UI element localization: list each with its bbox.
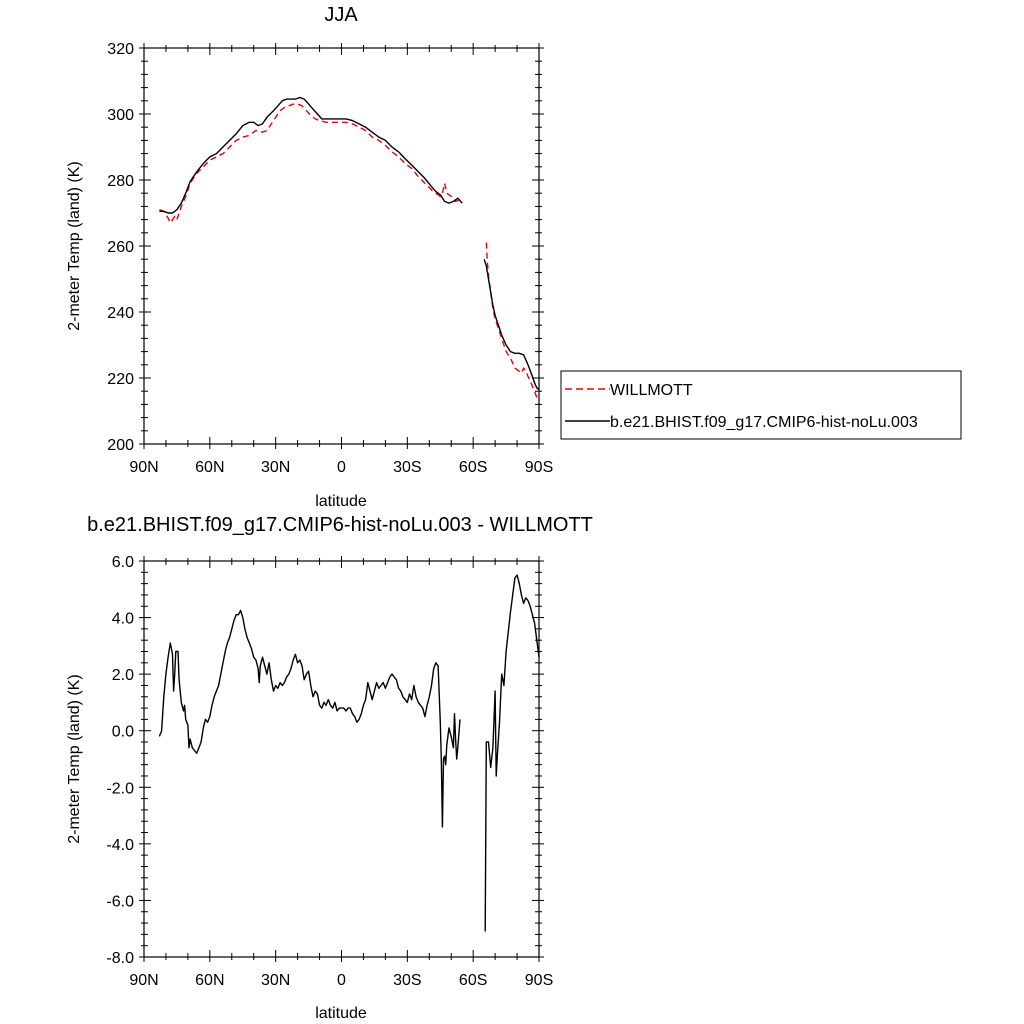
legend-label-willmott: WILLMOTT bbox=[610, 382, 693, 399]
chart-bottom-x-axis-title: latitude bbox=[315, 1005, 367, 1022]
chart-top-x-axis-title: latitude bbox=[315, 493, 367, 510]
x-tick-label: 30S bbox=[393, 972, 421, 989]
chart-bottom-y-ticks bbox=[139, 560, 544, 958]
series-line-0-segment-1 bbox=[484, 574, 540, 932]
y-tick-label: 320 bbox=[107, 41, 134, 58]
chart-bottom-plot-area bbox=[139, 556, 544, 962]
y-tick-label: 280 bbox=[107, 173, 134, 190]
x-tick-label: 30N bbox=[261, 459, 290, 476]
y-tick-label: -4.0 bbox=[106, 837, 134, 854]
series-line-1-segment-1 bbox=[483, 258, 540, 391]
y-tick-label: 0.0 bbox=[112, 724, 134, 741]
x-tick-label: 30S bbox=[393, 459, 421, 476]
y-tick-label: 240 bbox=[107, 305, 134, 322]
chart-bottom: b.e21.BHIST.f09_g17.CMIP6-hist-noLu.003 … bbox=[66, 514, 593, 1022]
x-tick-label: 0 bbox=[337, 459, 346, 476]
x-tick-label: 60S bbox=[459, 459, 487, 476]
chart-top-plot-area bbox=[139, 43, 544, 449]
x-tick-label: 30N bbox=[261, 972, 290, 989]
x-tick-label: 90S bbox=[525, 972, 553, 989]
y-tick-label: 260 bbox=[107, 239, 134, 256]
series-line-0-segment-0 bbox=[158, 609, 461, 828]
x-tick-label: 60S bbox=[459, 972, 487, 989]
chart-top-y-ticks bbox=[139, 47, 544, 445]
y-tick-label: 2.0 bbox=[112, 667, 134, 684]
y-tick-label: 6.0 bbox=[112, 554, 134, 571]
chart-top-lines bbox=[159, 96, 540, 399]
series-line-1-segment-0 bbox=[159, 96, 463, 214]
chart-bottom-lines bbox=[158, 574, 540, 932]
y-tick-label: -8.0 bbox=[106, 950, 134, 967]
chart-top-frame bbox=[143, 47, 540, 445]
chart-top-y-axis-title: 2-meter Temp (land) (K) bbox=[66, 161, 83, 331]
x-tick-label: 90S bbox=[525, 459, 553, 476]
y-tick-label: 200 bbox=[107, 437, 134, 454]
x-tick-label: 90N bbox=[129, 459, 158, 476]
series-line-0-segment-0 bbox=[159, 103, 463, 224]
chart-top-y-tick-labels: 200 220 240 260 280 300 320 bbox=[107, 41, 134, 454]
chart-top: JJA 200 220 240 260 280 300 320 90N 60N 30N 0 30S 6… bbox=[66, 4, 962, 510]
chart-bottom-title: b.e21.BHIST.f09_g17.CMIP6-hist-noLu.003 … bbox=[87, 514, 593, 536]
y-tick-label: 300 bbox=[107, 107, 134, 124]
legend-box bbox=[560, 370, 962, 440]
x-tick-label: 60N bbox=[195, 972, 224, 989]
chart-bottom-frame bbox=[143, 560, 540, 958]
chart-top-x-tick-labels: 90N 60N 30N 0 30S 60S 90S bbox=[129, 459, 553, 476]
chart-bottom-y-tick-labels: -8.0 -6.0 -4.0 -2.0 0.0 2.0 4.0 6.0 bbox=[106, 554, 134, 967]
x-tick-label: 0 bbox=[337, 972, 346, 989]
x-tick-label: 90N bbox=[129, 972, 158, 989]
chart-bottom-y-axis-title: 2-meter Temp (land) (K) bbox=[66, 674, 83, 844]
y-tick-label: 4.0 bbox=[112, 611, 134, 628]
legend-label-model: b.e21.BHIST.f09_g17.CMIP6-hist-noLu.003 bbox=[610, 414, 918, 431]
chart-top-title: JJA bbox=[324, 4, 358, 26]
chart-bottom-x-ticks bbox=[143, 556, 540, 962]
y-tick-label: -6.0 bbox=[106, 893, 134, 910]
chart-top-legend: WILLMOTT b.e21.BHIST.f09_g17.CMIP6-hist-… bbox=[560, 370, 962, 440]
y-tick-label: -2.0 bbox=[106, 780, 134, 797]
chart-bottom-x-tick-labels: 90N 60N 30N 0 30S 60S 90S bbox=[129, 972, 553, 989]
y-tick-label: 220 bbox=[107, 371, 134, 388]
x-tick-label: 60N bbox=[195, 459, 224, 476]
chart-top-x-ticks bbox=[143, 43, 540, 449]
